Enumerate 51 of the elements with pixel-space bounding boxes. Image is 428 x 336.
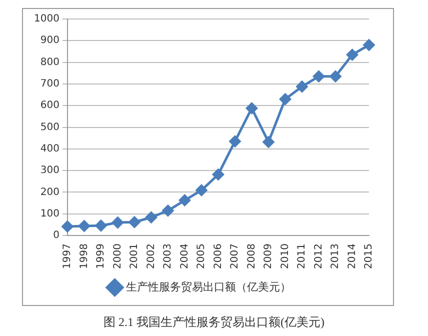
x-tick-label: 2002 [146,244,157,270]
x-tick-label: 1997 [62,244,74,270]
x-tick-label: 2005 [196,244,208,270]
x-tick-label: 2012 [313,244,324,270]
y-tick-label: 1000 [34,14,60,25]
x-tick-label: 2015 [364,244,375,270]
point [363,39,375,51]
x-tick-label: 2008 [246,244,258,270]
point [178,194,190,206]
point [279,93,291,105]
point [95,220,107,232]
x-tick-label: 2001 [129,244,140,270]
point [296,80,308,92]
x-tick-label: 1998 [78,244,90,270]
y-tick-label: 100 [40,208,60,220]
point [229,136,241,148]
legend-label: 生产性服务贸易出口额（亿美元） [126,280,291,294]
point [62,220,74,232]
y-tick-label: 500 [40,122,60,133]
y-tick-label: 200 [40,186,60,198]
point [128,216,140,228]
x-tick-label: 1999 [96,244,107,270]
x-tick-label: 2006 [212,244,224,270]
point [112,216,124,228]
x-tick-label: 2000 [112,244,124,270]
point [78,220,90,232]
point [246,102,258,114]
x-tick-label: 2004 [179,244,190,270]
point [145,212,157,224]
caption: 图 2.1 我国生产性服务贸易出口额(亿美元) [102,314,326,331]
x-tick-label: 2014 [346,244,358,270]
x-tick-label: 2003 [162,244,174,270]
x-tick-label: 2009 [263,244,274,270]
point [162,204,174,216]
point [346,48,358,60]
x-tick-label: 2007 [230,244,241,270]
point [212,168,224,180]
y-tick-label: 600 [40,100,60,112]
y-tick-label: 900 [40,35,60,46]
y-tick-label: 300 [40,165,60,176]
y-tick-label: 700 [40,78,60,90]
y-tick-label: 0 [53,230,60,242]
y-tick-label: 800 [40,56,60,68]
point [312,70,324,82]
y-tick-label: 400 [40,144,60,155]
point [196,184,208,196]
point [330,70,342,82]
x-tick-label: 2010 [280,244,291,270]
x-tick-label: 2011 [296,244,308,270]
point [262,136,274,148]
x-tick-label: 2013 [330,244,342,270]
